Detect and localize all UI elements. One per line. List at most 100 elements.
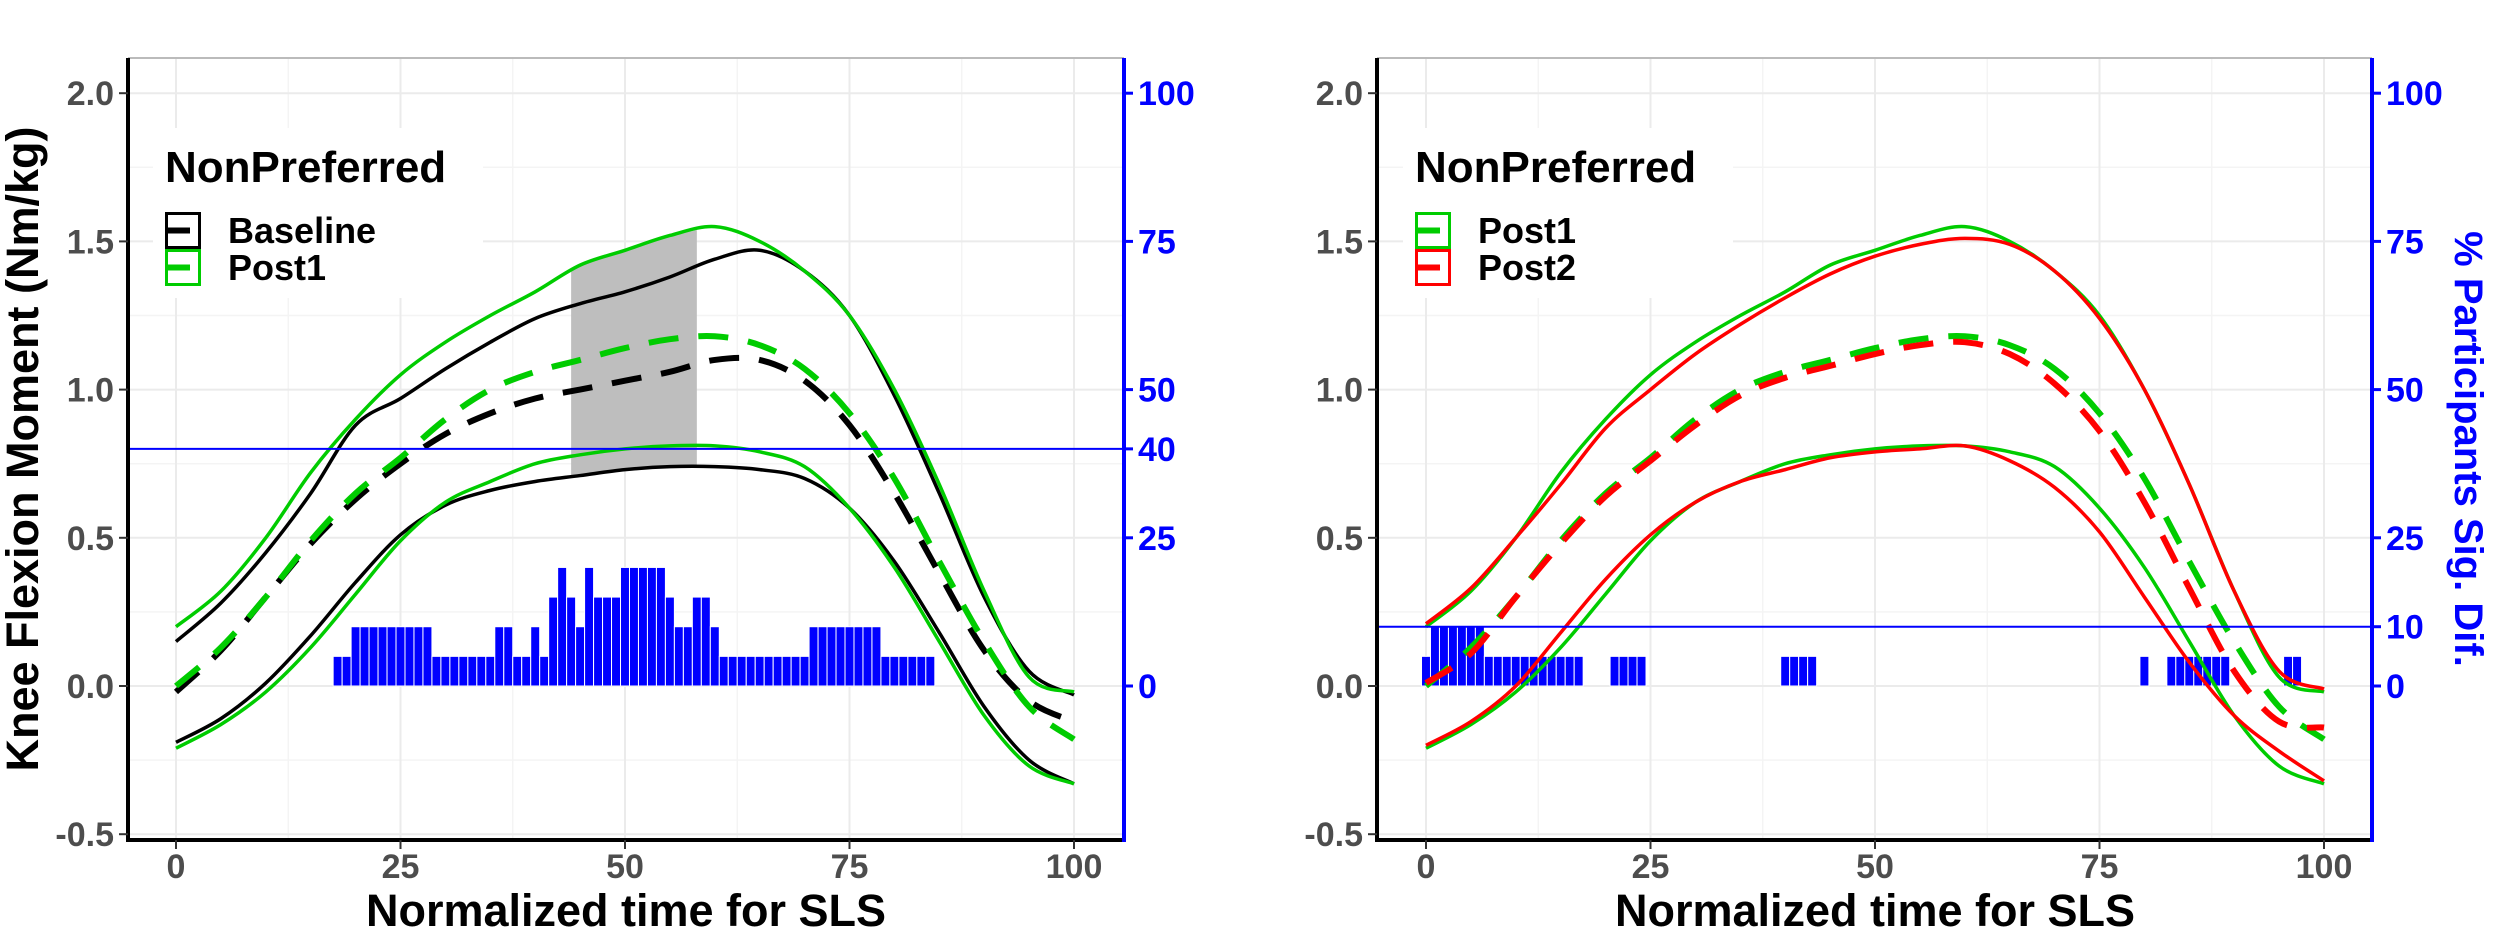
percent-bar <box>521 655 532 687</box>
percent-bar <box>754 655 765 687</box>
percent-bar <box>2139 655 2150 687</box>
curve-baseline-lower <box>175 464 1075 786</box>
x-axis-title-right: Normalized time for SLS <box>1615 885 2135 936</box>
x-tick-label: 75 <box>2081 848 2119 886</box>
y-tick-label: 1.0 <box>1316 372 1363 410</box>
percent-bar <box>880 655 891 687</box>
legend-title: NonPreferred <box>165 143 446 192</box>
percent-bar <box>476 655 487 687</box>
x-tick-label: 100 <box>2296 848 2353 886</box>
y-right-tick-label: 0 <box>2386 668 2405 706</box>
percent-bar <box>844 626 855 687</box>
curve-post1-mean <box>174 333 1076 742</box>
significance-shading <box>571 230 697 477</box>
panel-left: 0 25 50 75 100 -0.5 0.0 0.5 1.0 1.5 2.0 0 25 40 50 75 10… <box>55 57 1195 886</box>
y-tick-label: -0.5 <box>55 816 114 854</box>
percent-bar <box>1501 655 1512 687</box>
y-right-tick-label: 50 <box>1138 372 1176 410</box>
curve-post2-mean <box>1424 338 2325 731</box>
percent-bar <box>808 626 819 687</box>
percent-bar <box>422 626 433 687</box>
legend-label: Post2 <box>1478 247 1576 288</box>
percent-bar <box>602 596 613 687</box>
legend-background <box>153 128 483 298</box>
percent-bar <box>691 596 702 687</box>
legend-item: Post1 <box>165 247 326 288</box>
y-tick-label: 1.5 <box>1316 223 1363 261</box>
y-right-tick-label: 75 <box>1138 223 1176 261</box>
y-right-tick-label: 10 <box>2386 609 2424 647</box>
y-tick-label: 2.0 <box>1316 75 1363 113</box>
percent-bar <box>1789 655 1800 687</box>
y-right-tick-label: 25 <box>2386 520 2424 558</box>
percent-bar <box>1483 655 1494 687</box>
percent-bar <box>530 626 541 687</box>
percent-bar <box>862 626 873 687</box>
percent-bar <box>2292 655 2303 687</box>
percent-bar <box>1780 655 1791 687</box>
legend-item: Post1 <box>1415 210 1576 251</box>
percent-bar <box>467 655 478 687</box>
percent-bar <box>718 655 729 687</box>
percent-bar <box>655 566 666 687</box>
x-tick-label: 0 <box>167 848 186 886</box>
y-right-tick-label: 100 <box>1138 75 1195 113</box>
legend-title: NonPreferred <box>1415 143 1696 192</box>
y-right-tick-label: 25 <box>1138 520 1176 558</box>
curve-post2-upper <box>1424 236 2325 691</box>
y-tick-label: 0.0 <box>67 668 114 706</box>
percent-bar <box>2166 655 2177 687</box>
y-tick-label: 1.5 <box>67 223 114 261</box>
percent-bar <box>1618 655 1629 687</box>
percent-bar <box>628 566 639 687</box>
y-tick-label: 0.5 <box>67 520 114 558</box>
percent-bar <box>539 655 550 687</box>
percent-bar <box>1627 655 1638 687</box>
percent-bar <box>898 655 909 687</box>
x-tick-label: 25 <box>1632 848 1670 886</box>
x-tick-label: 0 <box>1417 848 1436 886</box>
percent-bar <box>332 655 343 687</box>
legend-background <box>1403 128 1733 298</box>
percent-bar <box>503 626 514 687</box>
percent-bar <box>611 596 622 687</box>
y-tick-label: -0.5 <box>1304 816 1363 854</box>
percent-bar <box>386 626 397 687</box>
percent-bar <box>413 626 424 687</box>
y-axis-title: Knee Flexion Moment (Nm/kg) <box>0 126 48 771</box>
percent-bar <box>772 655 783 687</box>
y-tick-label: 2.0 <box>67 75 114 113</box>
percent-bar <box>745 655 756 687</box>
percent-bar <box>350 626 361 687</box>
percent-bar <box>449 655 460 687</box>
percent-bar <box>1609 655 1620 687</box>
y-tick-label: 1.0 <box>67 372 114 410</box>
percent-bar <box>646 566 657 687</box>
y-tick-label: 0.0 <box>1316 668 1363 706</box>
x-tick-label: 100 <box>1046 848 1103 886</box>
percent-bar <box>584 566 595 687</box>
percent-bar <box>2220 655 2231 687</box>
right-axis-title: % Participants Sig. Dif. <box>2446 231 2490 667</box>
percent-bar <box>727 655 738 687</box>
curve-post2-lower <box>1425 443 2325 783</box>
percent-bar <box>781 655 792 687</box>
percent-bar <box>1555 655 1566 687</box>
percent-bar <box>1636 655 1647 687</box>
percent-bar <box>763 655 774 687</box>
percent-bar <box>2175 655 2186 687</box>
legend-label: Baseline <box>228 210 376 251</box>
x-tick-label: 25 <box>382 848 420 886</box>
percent-bar <box>620 566 630 687</box>
x-axis-title-left: Normalized time for SLS <box>366 885 886 936</box>
percent-bar <box>1456 626 1467 687</box>
percent-bar <box>871 626 882 687</box>
legend-item: Post2 <box>1415 247 1576 288</box>
percent-bar <box>826 626 837 687</box>
percent-bar <box>593 596 604 687</box>
percent-bar <box>368 626 379 687</box>
percent-bar <box>395 626 406 687</box>
